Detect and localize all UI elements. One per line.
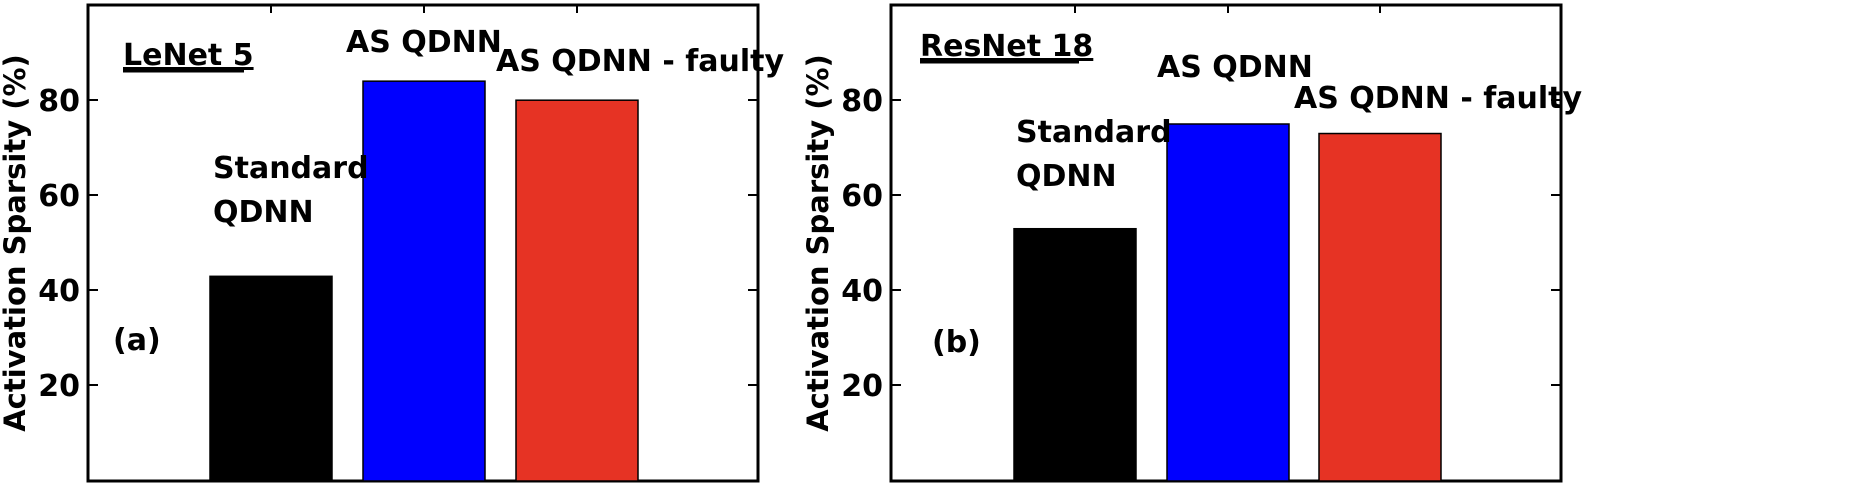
panel-b-y-tick-label-40: 40: [841, 274, 883, 309]
panel-b-bar-as-qdnn-faulty: [1318, 132, 1442, 482]
panel-a-bar-as-qdnn-faulty: [515, 99, 639, 482]
panel-a-bar-label-standard-line2: QDNN: [213, 195, 314, 230]
panel-b-y-tick-label-20: 20: [841, 369, 883, 404]
panel-a-bar-label-standard-line1: Standard: [213, 151, 369, 186]
panel-b-bar-label-standard-line2: QDNN: [1016, 159, 1117, 194]
panel-b-bar-label-as-qdnn: AS QDNN: [1157, 50, 1313, 85]
panel-b-bar-labels: Standard QDNN AS QDNN AS QDNN - faulty: [1016, 50, 1583, 194]
panel-b-title: ResNet 18: [920, 29, 1093, 64]
panel-b-bar-label-standard-line1: Standard: [1016, 115, 1172, 150]
panel-b: 20 40 60 80 Activation Sparsity (%) Stan…: [801, 3, 1583, 483]
panel-b-bar-standard-qdnn: [1013, 227, 1137, 482]
panel-b-bars: [1013, 123, 1442, 482]
panel-a-bar-standard-qdnn: [209, 275, 333, 482]
panel-a-y-tick-label-20: 20: [38, 369, 80, 404]
panel-b-y-tick-label-60: 60: [841, 179, 883, 214]
panel-b-y-axis: 20 40 60 80 Activation Sparsity (%): [801, 54, 1561, 432]
panel-a-tag: (a): [113, 323, 161, 358]
panel-a-bar-label-as-qdnn-faulty: AS QDNN - faulty: [496, 44, 785, 79]
panel-b-y-tick-label-80: 80: [841, 84, 883, 119]
panel-b-bar-label-as-qdnn-faulty: AS QDNN - faulty: [1294, 81, 1583, 116]
panel-a-y-tick-label-40: 40: [38, 274, 80, 309]
panel-a-bars: [209, 80, 639, 482]
panel-a-y-tick-label-60: 60: [38, 179, 80, 214]
panel-b-y-axis-label: Activation Sparsity (%): [801, 54, 835, 432]
panel-a-bar-labels: Standard QDNN AS QDNN AS QDNN - faulty: [213, 25, 785, 230]
panel-b-tag: (b): [932, 325, 981, 360]
panel-a-bar-label-as-qdnn: AS QDNN: [346, 25, 502, 60]
panel-a-title: LeNet 5: [123, 38, 254, 73]
panel-a-y-axis: 20 40 60 80 Activation Sparsity (%): [0, 54, 758, 432]
panel-a-y-tick-label-80: 80: [38, 84, 80, 119]
panel-a: 20 40 60 80 Activation Sparsity (%) Stan…: [0, 3, 785, 483]
panel-a-bar-as-qdnn: [362, 80, 486, 482]
panel-a-y-axis-label: Activation Sparsity (%): [0, 54, 32, 432]
panel-b-bar-as-qdnn: [1166, 123, 1290, 482]
